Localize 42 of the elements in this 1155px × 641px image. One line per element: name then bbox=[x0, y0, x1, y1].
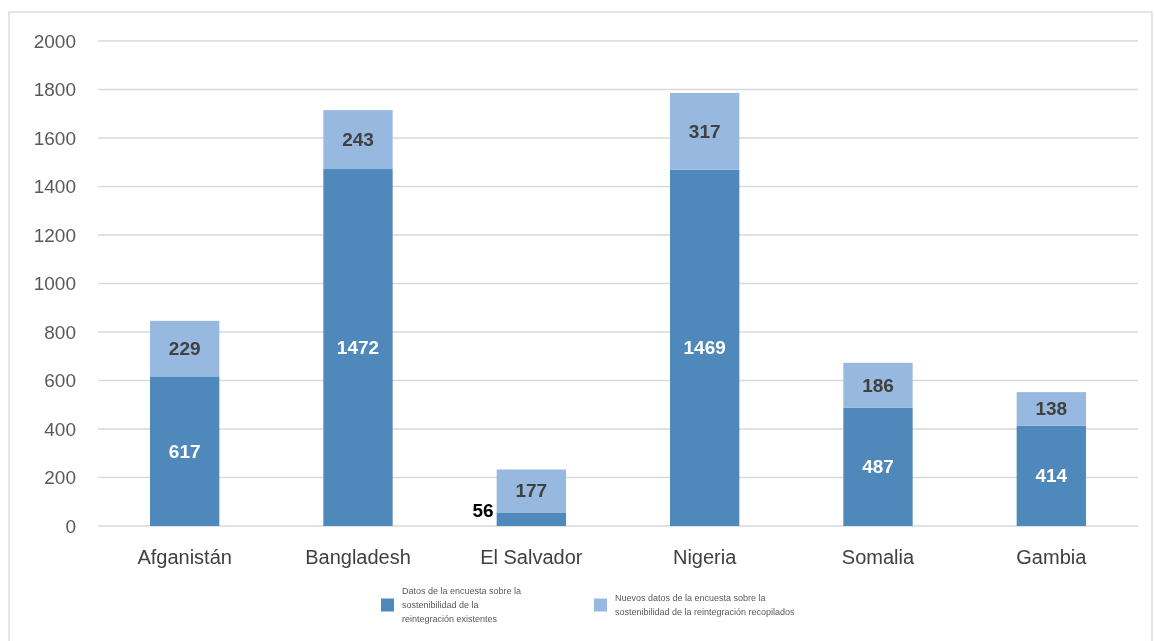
y-tick-label: 1400 bbox=[33, 176, 76, 197]
data-label: 177 bbox=[515, 480, 548, 502]
data-label: 243 bbox=[342, 129, 374, 151]
legend-label: Nuevos datos de la encuesta sobre la sostenibilidad de la reintegración recopilados bbox=[615, 593, 796, 617]
data-label: 414 bbox=[1035, 465, 1068, 487]
data-label: 617 bbox=[168, 440, 201, 462]
bar bbox=[670, 92, 740, 170]
x-tick-label: Afganistán bbox=[137, 546, 232, 568]
x-tick-label: Bangladesh bbox=[305, 546, 411, 568]
x-tick-label: Nigeria bbox=[672, 546, 738, 568]
y-tick-label: 400 bbox=[44, 418, 76, 440]
bar bbox=[843, 407, 913, 526]
y-tick-label: 1600 bbox=[33, 127, 76, 149]
data-label: 317 bbox=[688, 120, 721, 142]
y-tick-label: 1800 bbox=[33, 79, 76, 100]
data-label: 56 bbox=[472, 499, 494, 521]
y-tick-label: 800 bbox=[44, 321, 76, 343]
x-tick-label: El Salvador bbox=[480, 546, 583, 568]
y-tick-label: 1200 bbox=[33, 224, 76, 246]
y-tick-label: 1000 bbox=[33, 273, 76, 294]
data-label: 1472 bbox=[336, 337, 380, 359]
bar bbox=[670, 169, 740, 526]
x-tick-label: Gambia bbox=[1016, 546, 1088, 568]
y-tick-label: 0 bbox=[65, 515, 76, 537]
data-label: 1469 bbox=[683, 337, 726, 359]
data-label: 229 bbox=[168, 338, 201, 360]
bar bbox=[150, 320, 220, 377]
y-tick-label: 2000 bbox=[33, 30, 76, 52]
bar bbox=[496, 469, 566, 513]
y-tick-label: 600 bbox=[44, 370, 76, 391]
bar bbox=[150, 376, 220, 526]
bar bbox=[323, 169, 393, 526]
data-label: 487 bbox=[862, 456, 894, 478]
bar bbox=[1016, 425, 1086, 526]
bar bbox=[323, 110, 393, 170]
legend-label: Datos de la encuesta sobre la sostenibilidad de la reintegración existentes bbox=[402, 586, 522, 624]
data-label: 186 bbox=[862, 374, 894, 396]
data-label: 138 bbox=[1035, 398, 1068, 420]
bar bbox=[843, 362, 913, 408]
y-tick-label: 200 bbox=[44, 467, 76, 488]
bar bbox=[496, 512, 566, 526]
x-tick-label: Somalia bbox=[841, 546, 915, 568]
